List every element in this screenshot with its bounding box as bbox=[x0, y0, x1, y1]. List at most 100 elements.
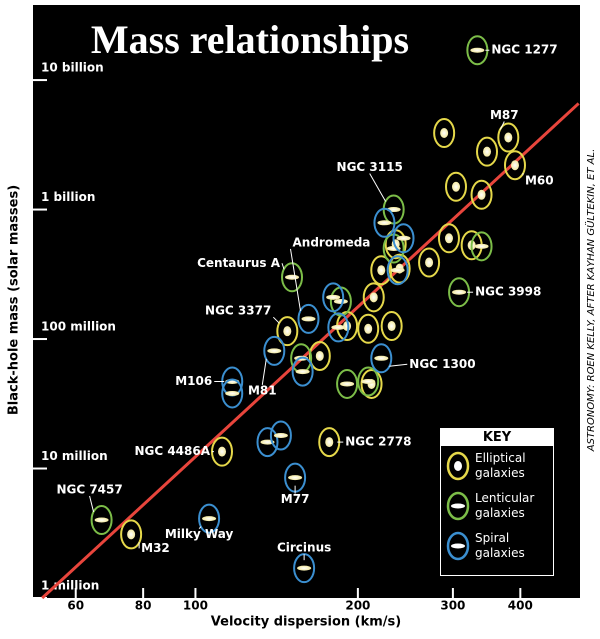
point bbox=[396, 235, 411, 241]
point bbox=[374, 355, 389, 361]
legend-dot bbox=[451, 503, 465, 509]
y-tick-label: 1 billion bbox=[41, 190, 95, 204]
x-tick-label: 60 bbox=[67, 599, 84, 613]
x-tick-label: 80 bbox=[135, 599, 152, 613]
point bbox=[325, 437, 334, 448]
point bbox=[331, 324, 346, 330]
point-label: M60 bbox=[525, 174, 554, 188]
x-tick-label: 300 bbox=[440, 599, 465, 613]
point bbox=[377, 220, 392, 226]
point-label: Milky Way bbox=[165, 527, 234, 541]
point-ring bbox=[433, 118, 456, 149]
point-ring bbox=[336, 368, 359, 399]
point-ring bbox=[470, 179, 493, 210]
point-ring bbox=[269, 420, 292, 451]
point-ring bbox=[360, 368, 383, 399]
point-label: NGC 1277 bbox=[491, 43, 557, 57]
point bbox=[218, 446, 227, 457]
point-label: M87 bbox=[490, 108, 519, 122]
point-label: M32 bbox=[141, 541, 170, 555]
x-tick-label: 200 bbox=[345, 599, 370, 613]
point bbox=[452, 289, 467, 295]
point-ring bbox=[470, 231, 493, 262]
legend-label: Elliptical galaxies bbox=[475, 451, 526, 480]
point bbox=[283, 326, 292, 337]
legend-symbol bbox=[446, 491, 470, 521]
point-ring bbox=[392, 223, 415, 254]
point-ring bbox=[221, 378, 244, 409]
legend-dot bbox=[451, 543, 465, 549]
credit: ASTRONOMY: ROEN KELLY, AFTER KAYHAN GÜLT… bbox=[584, 149, 597, 453]
label-leader bbox=[389, 363, 408, 367]
point-ring bbox=[370, 343, 393, 374]
point bbox=[288, 475, 303, 481]
point-ring bbox=[362, 282, 385, 313]
label-leader bbox=[281, 263, 285, 270]
point-ring bbox=[445, 171, 468, 202]
point bbox=[361, 378, 376, 384]
point bbox=[483, 146, 492, 157]
point bbox=[315, 350, 324, 361]
legend-entry: Lenticular galaxies bbox=[441, 486, 553, 526]
y-tick-label: 100 million bbox=[41, 320, 116, 334]
point-label: NGC 4486A bbox=[134, 444, 210, 458]
point bbox=[504, 132, 513, 143]
point-ring bbox=[291, 356, 314, 387]
point-ring bbox=[263, 335, 286, 366]
point bbox=[326, 294, 341, 300]
x-tick-label: 400 bbox=[508, 599, 533, 613]
point-ring bbox=[120, 519, 143, 550]
point bbox=[444, 233, 453, 244]
point-ring bbox=[418, 247, 441, 278]
label-leader bbox=[369, 173, 387, 202]
label-leader bbox=[290, 248, 301, 312]
legend-entry: Elliptical galaxies bbox=[441, 446, 553, 486]
y-tick-label: 1 million bbox=[41, 579, 99, 593]
legend-ring bbox=[446, 531, 470, 561]
point-label: Centaurus A bbox=[197, 256, 281, 270]
point-ring bbox=[327, 312, 350, 343]
point-ring bbox=[357, 366, 380, 397]
legend-dot bbox=[454, 461, 462, 471]
legend-label: Lenticular galaxies bbox=[475, 491, 535, 520]
point-label: M77 bbox=[281, 492, 310, 506]
point bbox=[470, 47, 485, 53]
point bbox=[452, 181, 461, 192]
point-ring bbox=[357, 313, 380, 344]
chart-title: Mass relationships bbox=[91, 17, 409, 62]
point bbox=[267, 348, 282, 354]
point bbox=[273, 432, 288, 438]
point bbox=[510, 160, 519, 171]
point-ring bbox=[90, 505, 113, 536]
point-label: NGC 3998 bbox=[475, 285, 541, 299]
point bbox=[340, 381, 355, 387]
legend-symbol bbox=[446, 451, 470, 481]
point-label: NGC 1300 bbox=[409, 357, 475, 371]
point-ring bbox=[373, 207, 396, 238]
point-ring bbox=[437, 223, 460, 254]
point-ring bbox=[308, 340, 331, 371]
point-label: NGC 7457 bbox=[56, 483, 122, 497]
point-label: NGC 3115 bbox=[337, 160, 403, 174]
point bbox=[477, 189, 486, 200]
label-leader bbox=[261, 358, 267, 385]
point bbox=[297, 565, 312, 571]
point-ring bbox=[476, 136, 499, 167]
point bbox=[387, 321, 396, 332]
point bbox=[295, 369, 310, 375]
point-ring bbox=[281, 262, 304, 293]
point bbox=[301, 316, 316, 322]
point bbox=[127, 529, 136, 540]
point-ring bbox=[497, 122, 520, 153]
point-ring bbox=[198, 503, 221, 534]
point-label: Andromeda bbox=[292, 235, 370, 249]
x-axis-label: Velocity dispersion (km/s) bbox=[211, 615, 401, 630]
point bbox=[333, 298, 348, 304]
y-tick-label: 10 million bbox=[41, 449, 108, 463]
label-leader bbox=[272, 316, 280, 324]
y-axis-label: Black-hole mass (solar masses) bbox=[7, 185, 22, 415]
legend-ring bbox=[446, 451, 470, 481]
legend-label: Spiral galaxies bbox=[475, 531, 525, 560]
